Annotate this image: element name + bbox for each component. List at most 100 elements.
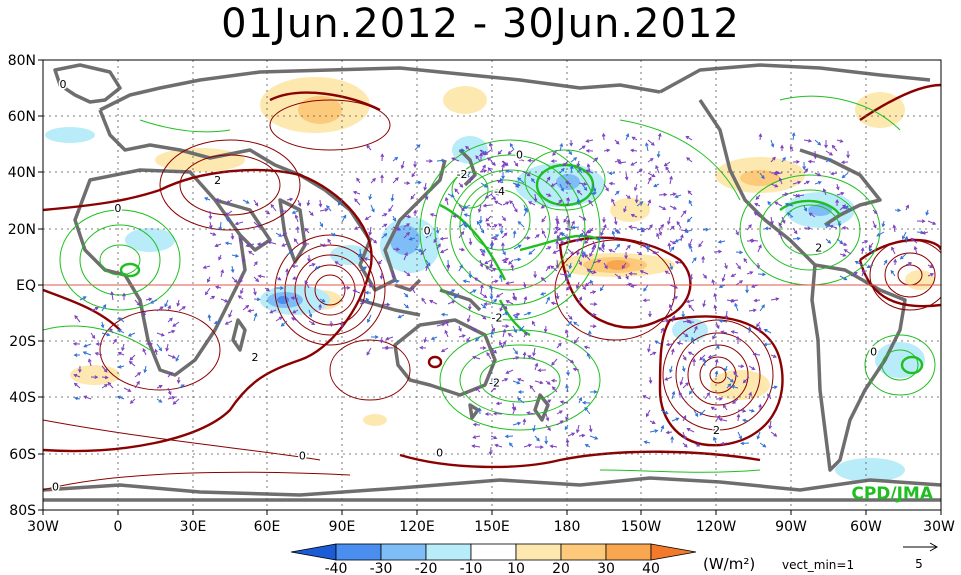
wind-vector-head — [720, 330, 725, 335]
wind-vector-head — [604, 265, 608, 270]
wind-vector-head — [688, 244, 693, 249]
wind-vector — [589, 249, 594, 257]
wind-vector-head — [560, 240, 564, 245]
wind-vector — [499, 275, 503, 283]
wind-vector-head — [582, 286, 587, 291]
wind-vector-head — [686, 319, 691, 324]
wind-vector-head — [322, 243, 327, 247]
wind-vector — [774, 172, 783, 175]
wind-vector — [764, 343, 772, 346]
wind-vector — [506, 281, 515, 285]
wind-vector — [750, 239, 759, 242]
wind-vector-head — [692, 358, 697, 363]
wind-vector — [552, 386, 558, 393]
wind-vector-head — [652, 250, 657, 255]
wind-vector — [225, 242, 233, 245]
wind-vector-head — [294, 214, 299, 219]
lon-label: 30W — [923, 519, 955, 535]
wind-vector — [587, 268, 594, 275]
wind-vector-head — [533, 274, 537, 279]
wind-vector-head — [473, 328, 477, 332]
colorbar-segment — [605, 543, 652, 561]
wind-vector — [142, 348, 147, 356]
wind-vector — [722, 273, 726, 282]
wind-vector-head — [180, 384, 185, 388]
wind-vector-head — [768, 425, 772, 430]
wind-vector-head — [831, 144, 836, 149]
wind-vector-head — [503, 305, 508, 310]
wind-vector — [297, 199, 301, 206]
wind-vector-head — [502, 251, 506, 256]
wind-vector — [421, 298, 427, 305]
wind-vector — [225, 320, 233, 325]
wind-vector — [472, 445, 481, 448]
wind-vector-head — [566, 197, 571, 201]
wind-vector-head — [454, 188, 459, 193]
wind-vector-head — [406, 272, 411, 277]
wind-vector-head — [685, 299, 690, 304]
wind-vector — [167, 387, 172, 395]
wind-vector-head — [406, 181, 411, 185]
wind-vector-head — [526, 172, 531, 177]
wind-vector — [698, 240, 704, 247]
wind-vector — [473, 435, 481, 439]
wind-vector-head — [241, 259, 246, 264]
wind-vector-head — [309, 212, 314, 217]
wind-vector-head — [648, 379, 653, 384]
wind-vector — [111, 292, 114, 301]
wind-vector-head — [429, 159, 433, 163]
wind-vector-head — [638, 169, 643, 173]
wind-vector — [209, 210, 212, 219]
wind-vector-head — [517, 377, 522, 382]
wind-vector-head — [472, 422, 477, 427]
wind-vector-head — [94, 375, 99, 380]
wind-vector-head — [876, 233, 881, 237]
wind-vector-head — [73, 353, 78, 357]
wind-vector-head — [585, 148, 590, 153]
wind-vector-head — [463, 213, 468, 217]
wind-vector-head — [824, 144, 828, 149]
wind-vector — [483, 204, 492, 207]
wind-vector-head — [842, 204, 847, 209]
contour-label-positive: 0 — [424, 224, 431, 237]
wind-vector-head — [535, 234, 540, 238]
wind-vector — [79, 296, 87, 301]
wind-vector — [689, 387, 695, 395]
wind-vector-head — [550, 183, 555, 187]
wind-vector — [686, 157, 693, 163]
colorbar-segment — [425, 543, 472, 561]
wind-vector — [95, 352, 103, 356]
wind-vector-head — [483, 294, 488, 299]
wind-vector-head — [674, 194, 679, 199]
wind-vector-head — [685, 135, 690, 140]
wind-vector-head — [654, 340, 659, 344]
wind-vector-head — [475, 337, 479, 342]
wind-vector-head — [688, 243, 692, 248]
wind-vector-head — [680, 233, 684, 239]
wind-vector-head — [380, 174, 384, 179]
wind-vector-head — [509, 200, 513, 205]
wind-vector-head — [494, 443, 499, 448]
wind-vector-head — [775, 297, 780, 301]
wind-vector — [73, 374, 81, 378]
wind-vector — [517, 177, 525, 184]
wind-vector-head — [270, 203, 275, 208]
wind-vector — [253, 199, 259, 206]
colorbar: -40 -30 -20 -10 10 20 30 40 (W/m²) vect_… — [290, 542, 939, 575]
wind-vector-head — [694, 413, 699, 418]
wind-vector-head — [342, 214, 347, 219]
wind-vector-head — [228, 313, 232, 318]
wind-vector-head — [420, 251, 425, 256]
wind-vector-head — [489, 284, 493, 289]
wind-vector-head — [379, 275, 384, 280]
wind-vector-head — [664, 270, 669, 275]
wind-vector-head — [564, 227, 569, 232]
wind-vector — [636, 201, 643, 207]
wind-vector — [844, 249, 852, 255]
wind-vector — [172, 321, 180, 327]
wind-vector-head — [791, 132, 796, 137]
wind-vector — [691, 337, 695, 345]
wind-vector-head — [541, 218, 546, 223]
wind-vector — [900, 253, 907, 260]
wind-vector-head — [220, 269, 224, 274]
